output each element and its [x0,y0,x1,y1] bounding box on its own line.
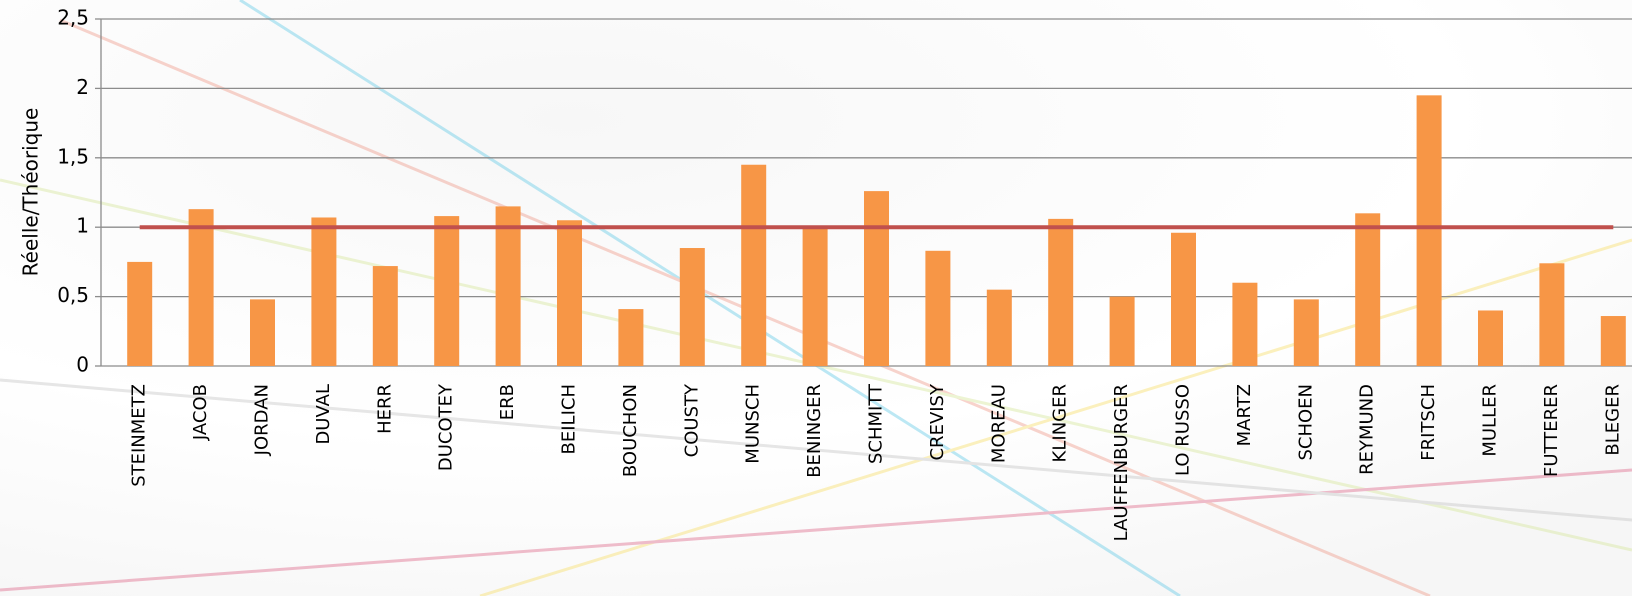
bar [1539,263,1565,366]
x-tick-label: REYMUND [1357,384,1378,475]
x-tick-label: MOREAU [988,384,1009,463]
bar [372,266,398,366]
x-tick-label: BLEGER [1602,384,1623,456]
x-tick-label: MULLER [1480,384,1501,457]
bar [1478,310,1503,366]
x-tick-label: BOUCHON [620,384,641,477]
bar [434,216,460,366]
x-tick-label: BEILICH [559,384,580,454]
bar [557,220,582,366]
bar [925,250,951,366]
y-tick-label: 1 [76,214,89,238]
x-tick-label: DUVAL [313,384,334,445]
x-tick-label: LO RUSSO [1173,384,1194,476]
x-tick-label: MUNSCH [743,384,764,464]
bar [250,299,275,366]
bar [311,217,337,366]
bar [802,227,828,366]
bar [1600,316,1626,366]
x-tick-label: JACOB [190,384,211,441]
bar [618,309,644,366]
x-tick-label: DUCOTEY [436,383,457,471]
bar [986,289,1012,366]
x-tick-label: COUSTY [681,383,702,457]
x-tick-label: FUTTERER [1541,384,1562,477]
bar [1355,213,1381,366]
x-tick-label: JORDAN [252,384,273,456]
bar [1293,299,1319,366]
y-tick-label: 1,5 [57,144,89,168]
bar [495,206,521,366]
x-tick-label: HERR [374,384,395,434]
y-tick-label: 0,5 [57,283,89,307]
x-tick-label: KLINGER [1050,384,1071,462]
bar [1171,232,1196,366]
x-tick-label: FRITSCH [1418,384,1439,461]
bar [127,261,153,366]
bar [679,248,705,366]
bar [741,164,767,366]
bar [1232,282,1258,366]
y-tick-label: 2,5 [57,6,89,30]
bar [864,191,889,366]
x-tick-label: SCHOEN [1295,384,1316,461]
x-tick-label: BENINGER [804,384,825,478]
x-tick-label: LAUFFENBURGER [1111,384,1132,541]
y-axis-label: Réelle/Théorique [19,108,43,277]
x-tick-label: ERB [497,384,518,420]
bar [1048,218,1074,366]
x-tick-label: STEINMETZ [129,384,150,487]
x-tick-label: MARTZ [1234,384,1255,446]
bar [188,209,214,366]
x-tick-label: SCHMITT [866,383,887,464]
x-tick-label: CREVISY [927,383,948,460]
y-tick-label: 2 [76,75,89,99]
bar [1109,296,1135,366]
y-tick-label: 0 [76,353,89,377]
bar [1416,95,1442,366]
